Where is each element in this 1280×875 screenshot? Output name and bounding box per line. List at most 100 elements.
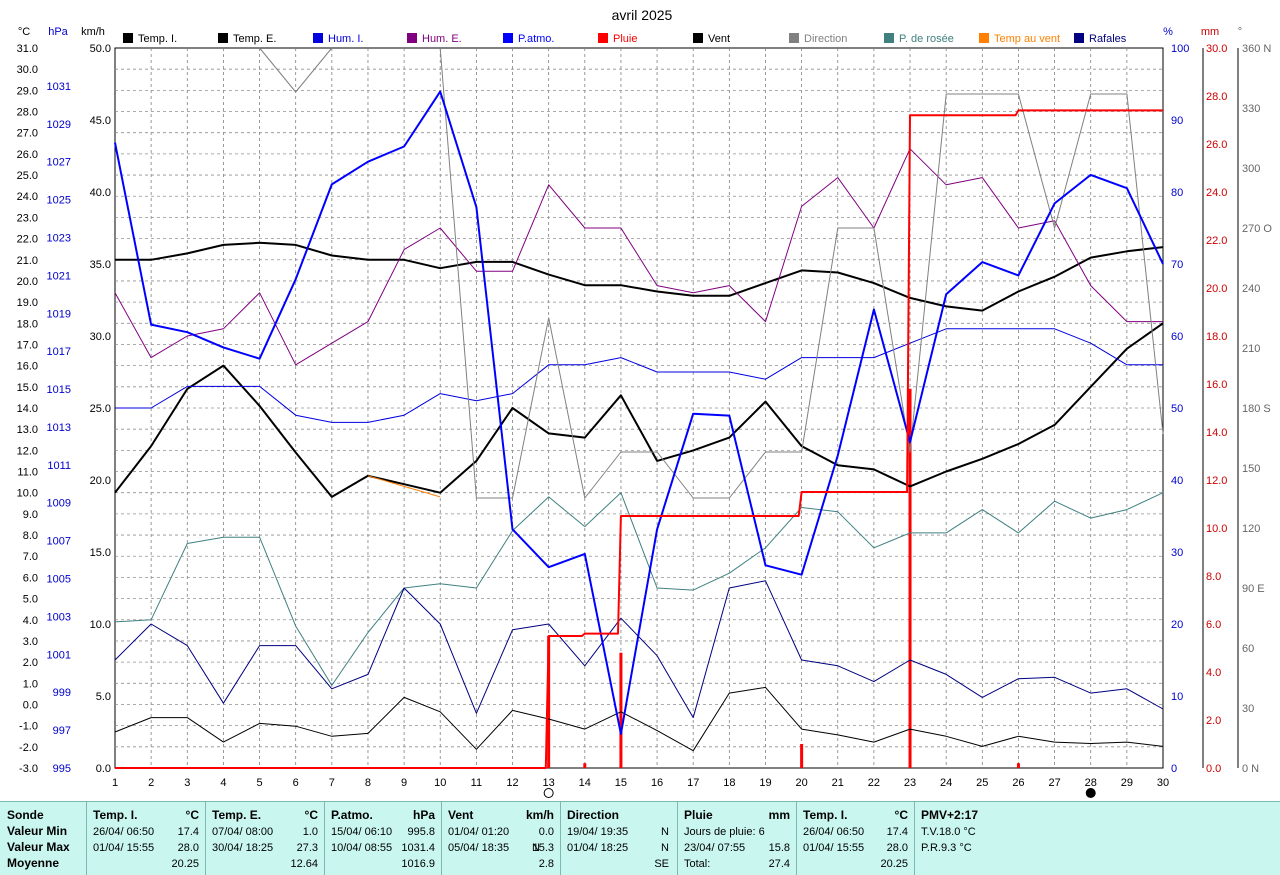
axis-units: °C hPa km/h% mm ° — [18, 26, 1242, 38]
humidity-tick-label: 60 — [1171, 331, 1183, 343]
direction-tick-label: 60 — [1242, 643, 1254, 655]
stats-vent: Vent km/h 01/04/ 01:20 0.0 05/04/ 18:35 … — [442, 802, 561, 875]
legend-swatch — [218, 33, 228, 43]
stats-direction: Direction 19/04/ 19:35 N 01/04/ 18:25 N … — [561, 802, 678, 875]
direction-tick-label: 150 — [1242, 463, 1260, 475]
x-tick-label: 25 — [976, 777, 988, 789]
direction-tick-label: 330 — [1242, 103, 1260, 115]
stats-header: PMV+2:17 — [921, 808, 979, 822]
x-tick-label: 13 — [543, 777, 555, 789]
stats-unit: °C — [304, 808, 318, 822]
stats-unit: mm — [768, 808, 790, 822]
direction-tick-label: 270 O — [1242, 223, 1272, 235]
stats-min-date: 19/04/ 19:35 — [567, 826, 629, 838]
legend-swatch — [789, 33, 799, 43]
x-tick-label: 9 — [401, 777, 407, 789]
temp-tick-label: 3.0 — [23, 636, 38, 648]
axis-unit-label: °C — [18, 26, 30, 38]
temp-tick-label: 29.0 — [17, 85, 38, 97]
stats-min-value: 1.0 — [302, 826, 318, 838]
legend-label: Vent — [708, 33, 730, 45]
pressure-tick-label: 997 — [53, 725, 71, 737]
temp-tick-label: 2.0 — [23, 657, 38, 669]
x-tick-label: 3 — [184, 777, 190, 789]
pressure-tick-label: 1015 — [47, 384, 71, 396]
rain-tick-label: 18.0 — [1206, 331, 1227, 343]
stats-max-value: 15.8 — [768, 842, 790, 854]
rain-tick-label: 2.0 — [1206, 715, 1221, 727]
legend-swatch — [693, 33, 703, 43]
series-line-rafales — [114, 580, 1164, 719]
stats-pr: P.R.9.3 °C — [921, 842, 972, 854]
pressure-tick-label: 1007 — [47, 536, 71, 548]
direction-tick-label: 180 S — [1242, 403, 1271, 415]
temp-tick-label: 6.0 — [23, 572, 38, 584]
stats-pmv: PMV+2:17 T.V.18.0 °C P.R.9.3 °C — [915, 802, 1279, 875]
x-tick-label: 23 — [904, 777, 916, 789]
series-line-hum-i- — [115, 328, 1163, 423]
pressure-tick-label: 1011 — [47, 460, 71, 472]
pressure-tick-label: 1013 — [47, 422, 71, 434]
stats-min-date: 01/04/ 01:20 — [448, 826, 510, 838]
humidity-tick-label: 50 — [1171, 403, 1183, 415]
temp-tick-label: 17.0 — [17, 339, 38, 351]
series-line-direction — [439, 47, 1164, 499]
humidity-tick-label: 70 — [1171, 259, 1183, 271]
temp-tick-label: 10.0 — [17, 488, 38, 500]
chart-grid — [114, 47, 1164, 769]
stats-label-min: Valeur Min — [7, 824, 68, 838]
rain-tick-label: 22.0 — [1206, 235, 1227, 247]
x-tick-label: 21 — [832, 777, 844, 789]
stats-max-value: 28.0 — [177, 842, 199, 854]
stats-header: Temp. E. — [212, 808, 262, 822]
stats-max-value: 28.0 — [886, 842, 908, 854]
legend-swatch — [123, 33, 133, 43]
rain-tick-label: 0.0 — [1206, 763, 1221, 775]
legend-swatch — [884, 33, 894, 43]
humidity-tick-label: 30 — [1171, 547, 1183, 559]
stats-max-date: 01/04/ 18:25 — [567, 842, 629, 854]
rain-tick-label: 30.0 — [1206, 43, 1227, 55]
wind-tick-label: 35.0 — [90, 259, 111, 271]
rain-tick-label: 20.0 — [1206, 283, 1227, 295]
legend-swatch — [313, 33, 323, 43]
humidity-tick-label: 100 — [1171, 43, 1189, 55]
x-tick-label: 14 — [579, 777, 591, 789]
stats-average: 20.25 — [171, 858, 199, 870]
x-tick-label: 19 — [759, 777, 771, 789]
temp-tick-label: 14.0 — [17, 403, 38, 415]
chart-legend: Temp. I. Temp. E. Hum. I. Hum. E. P.atmo. Plu… — [123, 33, 1127, 45]
legend-label: Temp au vent — [994, 33, 1060, 45]
legend-swatch — [598, 33, 608, 43]
stats-average: SE — [654, 858, 669, 870]
legend-swatch — [407, 33, 417, 43]
stats-header: Direction — [567, 808, 620, 822]
x-tick-label: 22 — [868, 777, 880, 789]
x-tick-label: 29 — [1121, 777, 1133, 789]
legend-label: Hum. I. — [328, 33, 363, 45]
stats-unit: km/h — [525, 808, 554, 822]
rain-tick-label: 26.0 — [1206, 139, 1227, 151]
stats-average: 20.25 — [880, 858, 908, 870]
stats-max-date: 23/04/ 07:55 — [684, 842, 746, 854]
legend-label: Temp. E. — [233, 33, 276, 45]
series-line-pluie — [115, 109, 1163, 769]
stats-max-value: 27.3 — [296, 842, 318, 854]
stats-header: Vent — [448, 808, 474, 822]
temp-tick-label: 0.0 — [23, 699, 38, 711]
direction-tick-label: 210 — [1242, 343, 1260, 355]
temp-tick-label: 21.0 — [17, 255, 38, 267]
temp-tick-label: 25.0 — [17, 170, 38, 182]
x-tick-label: 15 — [615, 777, 627, 789]
direction-tick-label: 360 N — [1242, 43, 1271, 55]
rain-tick-label: 12.0 — [1206, 475, 1227, 487]
temp-tick-label: 9.0 — [23, 509, 38, 521]
pressure-tick-label: 1025 — [47, 195, 71, 207]
stats-patmo: P.atmo. hPa 15/04/ 06:10 995.8 10/04/ 08… — [325, 802, 442, 875]
humidity-tick-label: 90 — [1171, 115, 1183, 127]
stats-panel: Sonde Valeur Min Valeur Max Moyenne Temp… — [0, 801, 1280, 875]
pressure-tick-label: 999 — [53, 687, 71, 699]
stats-max-date: 05/04/ 18:35 — [448, 842, 510, 854]
chart-series — [114, 47, 1164, 769]
humidity-tick-label: 10 — [1171, 691, 1183, 703]
